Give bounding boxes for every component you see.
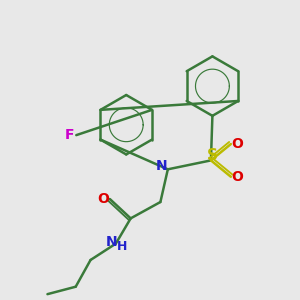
- Text: S: S: [207, 148, 218, 163]
- Text: O: O: [231, 137, 243, 151]
- Text: N: N: [156, 159, 168, 173]
- Text: O: O: [231, 170, 243, 184]
- Text: F: F: [65, 128, 74, 142]
- Text: N: N: [106, 235, 117, 249]
- Text: H: H: [117, 239, 128, 253]
- Text: O: O: [98, 192, 109, 206]
